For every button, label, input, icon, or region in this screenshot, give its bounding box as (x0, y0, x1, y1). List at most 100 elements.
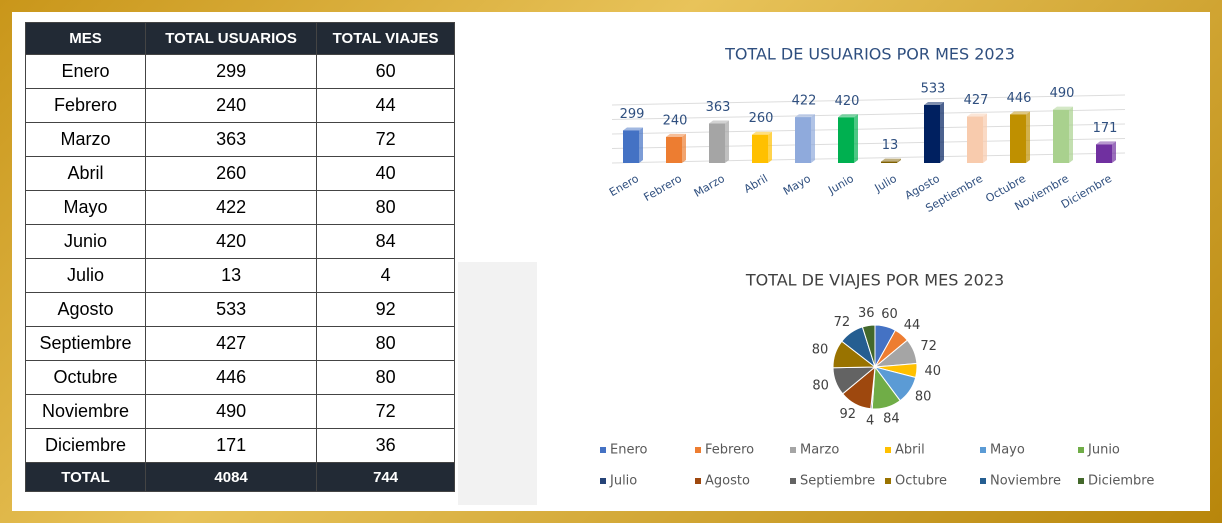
legend-swatch (695, 478, 701, 484)
grid-line (611, 152, 1126, 164)
bar (623, 130, 639, 163)
bar-side (1112, 141, 1116, 163)
row: Enero 299 60 (24, 54, 455, 89)
bar-side (983, 113, 987, 163)
bar-side (940, 102, 944, 163)
cell: 299 (145, 54, 318, 89)
cell: Junio (24, 224, 147, 259)
bar-top (881, 158, 901, 162)
data-label: 80 (812, 378, 829, 393)
bar-side (811, 114, 815, 163)
row: Noviembre 490 72 (24, 394, 455, 429)
data-label: 72 (920, 339, 937, 354)
grid-line (611, 94, 1126, 106)
footer-cell: TOTAL (24, 462, 147, 492)
data-label: 80 (915, 390, 932, 405)
legend-label: Mayo (990, 443, 1025, 458)
header-cell: TOTAL VIAJES (316, 22, 455, 55)
grid-line (611, 123, 1126, 135)
legend-label: Septiembre (800, 474, 875, 489)
header-cell: TOTAL USUARIOS (145, 22, 318, 55)
legend-label: Enero (610, 443, 648, 458)
cell: 260 (145, 156, 318, 191)
data-label: 36 (858, 306, 875, 321)
data-label: 299 (620, 107, 645, 122)
legend-label: Abril (895, 443, 925, 458)
data-label: 260 (749, 111, 774, 126)
bar (1053, 109, 1069, 163)
bar (1010, 114, 1026, 163)
legend-swatch (980, 478, 986, 484)
bar-top (1010, 111, 1030, 115)
header-cell: MES (24, 22, 147, 55)
bar-top (924, 102, 944, 105)
bar (881, 161, 897, 163)
data-label: 171 (1093, 121, 1118, 136)
cell: 171 (145, 428, 318, 463)
row: Septiembre 427 80 (24, 326, 455, 361)
legend-swatch (600, 478, 606, 484)
bar-top (709, 120, 729, 124)
chart-bg (458, 22, 1205, 505)
row: Marzo 363 72 (24, 122, 455, 157)
row: Febrero 240 44 (24, 88, 455, 123)
bar-top (623, 127, 643, 131)
legend-swatch (790, 478, 796, 484)
bar-side (639, 127, 643, 163)
cell: Abril (24, 156, 147, 191)
legend-label: Julio (609, 474, 637, 489)
row: Junio 420 84 (24, 224, 455, 259)
cell: Noviembre (24, 394, 147, 429)
legend-swatch (600, 447, 606, 453)
bar-side (768, 131, 772, 163)
cell: 80 (316, 360, 455, 395)
legend-label: Noviembre (990, 474, 1061, 489)
bar-side (725, 120, 729, 163)
cell: 240 (145, 88, 318, 123)
legend-label: Junio (1087, 443, 1120, 458)
bar-top (1096, 141, 1116, 145)
bar-side (897, 158, 901, 163)
legend-swatch (695, 447, 701, 453)
data-label: 240 (663, 113, 688, 128)
data-label: 422 (792, 94, 817, 109)
data-label: 4 (866, 413, 874, 428)
bar (1096, 144, 1112, 163)
data-label: 60 (881, 307, 898, 322)
cell: Septiembre (24, 326, 147, 361)
bar-top (1053, 106, 1073, 110)
bar-side (854, 114, 858, 163)
data-label: 420 (835, 94, 860, 109)
legend-swatch (980, 447, 986, 453)
cell: Febrero (24, 88, 147, 123)
chart-title: TOTAL DE VIAJES POR MES 2023 (745, 271, 1004, 290)
row: Abril 260 40 (24, 156, 455, 191)
row: Mayo 422 80 (24, 190, 455, 225)
cell: Agosto (24, 292, 147, 327)
bar-side (682, 133, 686, 163)
legend-label: Agosto (705, 474, 750, 489)
chart-title: TOTAL DE USUARIOS POR MES 2023 (724, 45, 1015, 64)
cell: 363 (145, 122, 318, 157)
data-label: 13 (882, 138, 899, 153)
cell: 4 (316, 258, 455, 293)
bar (752, 134, 768, 163)
legend-label: Diciembre (1088, 474, 1154, 489)
pie-slice (861, 324, 876, 368)
data-label: 427 (964, 93, 989, 108)
data-label: 490 (1050, 86, 1075, 101)
cell: 40 (316, 156, 455, 191)
footer-cell: 744 (316, 462, 455, 492)
data-label: 40 (925, 364, 942, 379)
row: Diciembre 171 36 (24, 428, 455, 463)
bar-top (752, 131, 772, 135)
cell: Diciembre (24, 428, 147, 463)
row: Julio 13 4 (24, 258, 455, 293)
legend-label: Octubre (895, 474, 947, 489)
data-label: 72 (834, 315, 851, 330)
data-label: 84 (883, 411, 900, 426)
bar (967, 116, 983, 163)
bar-top (795, 114, 815, 118)
